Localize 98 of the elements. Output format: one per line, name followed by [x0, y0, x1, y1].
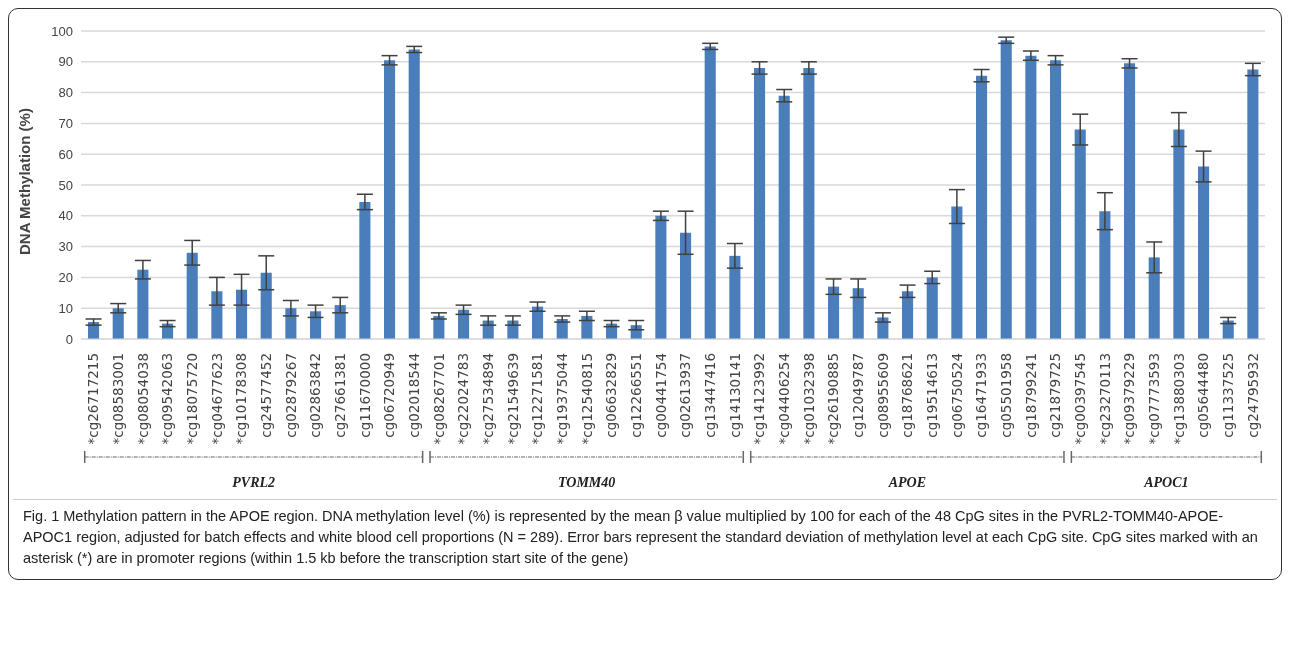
- bar: [1050, 60, 1062, 339]
- x-tick-label: *cg14123992: [751, 353, 768, 445]
- x-tick-label: *cg12540815: [578, 353, 595, 445]
- x-tick-label: cg05644480: [1195, 353, 1212, 438]
- text: APOC1: [1143, 475, 1189, 490]
- x-tick-label: *cg00397545: [1072, 353, 1088, 445]
- bar: [1025, 55, 1037, 339]
- bar: [260, 272, 272, 339]
- bar: [1198, 166, 1210, 339]
- bar: [458, 309, 470, 339]
- x-tick-label: *cg19375044: [554, 353, 570, 445]
- x-tick-label: cg00441754: [652, 353, 669, 438]
- x-tick-label: cg06750524: [948, 353, 965, 438]
- y-tick-label: 80: [58, 85, 73, 101]
- x-tick-label: *cg04677623: [208, 353, 225, 445]
- bar: [310, 311, 322, 339]
- x-tick-label: cg18799241: [1022, 353, 1039, 438]
- x-tick-label: *cg27534894: [480, 353, 496, 445]
- y-tick-label: 30: [58, 239, 73, 255]
- x-tick-label: cg11337525: [1220, 353, 1236, 438]
- x-tick-label: *cg09542063: [159, 353, 176, 445]
- bar: [680, 232, 692, 339]
- y-tick-label: 70: [58, 116, 73, 132]
- x-tick-label: cg14130141: [726, 353, 743, 438]
- bar: [1173, 129, 1185, 339]
- x-tick-label: *cg18075720: [184, 353, 200, 445]
- bar: [803, 67, 815, 339]
- x-tick-label: cg02018544: [406, 353, 422, 438]
- bar: [1247, 69, 1259, 339]
- text: APOE: [887, 475, 927, 490]
- y-tick-label: 0: [65, 331, 73, 347]
- bar: [1124, 63, 1136, 339]
- bar: [137, 269, 149, 339]
- y-tick-label: 100: [51, 23, 73, 39]
- y-axis-title: DNA Methylation (%): [16, 108, 34, 255]
- x-tick-label: *cg10178308: [233, 353, 250, 445]
- x-tick-label: cg06720949: [381, 353, 398, 438]
- x-tick-label: cg12049787: [850, 353, 866, 438]
- x-tick-label: *cg12271581: [529, 353, 546, 445]
- y-tick-label: 40: [58, 208, 73, 224]
- bar: [828, 286, 840, 339]
- caption: Fig. 1 Methylation pattern in the APOE region. DNA methylation level (%) is represented by the mean β value multiplied by 100 for each of the 48 CpG sites in the PVRL2-TOMM40-APOE-APOC1 region, adjusted for batch effects and white blood cell proportions (N = 289). Error bars represent the standard deviation of methylation level at each CpG site. CpG sites marked with an asterisk (*) are in promoter regions (within 1.5 kb before the transcription start site of the gene): [23, 507, 1259, 568]
- bar: [976, 75, 988, 339]
- x-tick-label: cg16471933: [973, 353, 990, 438]
- x-tick-label: cg18768621: [899, 353, 916, 438]
- x-tick-label: cg06632829: [603, 353, 620, 438]
- y-tick-label: 50: [58, 177, 73, 193]
- x-tick-label: cg02879267: [282, 353, 299, 438]
- text: PVRL2: [232, 475, 276, 490]
- bar: [754, 67, 766, 339]
- x-tick-label: *cg08583001: [110, 353, 126, 445]
- x-tick-label: *cg22024783: [455, 353, 472, 445]
- x-tick-label: cg12266551: [628, 353, 644, 438]
- y-tick-label: 10: [58, 300, 73, 316]
- x-tick-label: cg27661381: [332, 353, 348, 438]
- x-tick-label: cg13447416: [702, 353, 718, 438]
- x-tick-label: *cg26717215: [85, 353, 102, 445]
- x-tick-label: *cg09379229: [1121, 353, 1138, 445]
- bar: [1148, 257, 1160, 339]
- x-tick-label: cg24795932: [1244, 353, 1261, 438]
- x-tick-label: cg24577452: [258, 353, 274, 438]
- bar: [236, 289, 248, 339]
- bar: [1099, 211, 1111, 339]
- y-tick-label: 90: [58, 54, 73, 70]
- x-tick-label: *cg08267701: [430, 353, 447, 445]
- x-tick-label: *cg07773593: [1146, 353, 1162, 445]
- x-tick-label: cg11670000: [356, 353, 373, 438]
- x-tick-label: cg02613937: [677, 353, 694, 438]
- bar: [1074, 129, 1086, 339]
- bar: [186, 252, 198, 339]
- bar: [902, 291, 914, 339]
- x-tick-label: cg02863842: [307, 353, 324, 438]
- x-tick-label: cg05501958: [998, 353, 1014, 438]
- bar: [729, 255, 741, 339]
- x-tick-label: *cg21549639: [504, 353, 521, 445]
- x-tick-label: *cg13880303: [1170, 353, 1187, 445]
- bar: [1000, 40, 1012, 339]
- y-tick-label: 60: [58, 146, 73, 162]
- x-tick-label: cg21879725: [1047, 353, 1064, 438]
- x-tick-label: cg08955609: [874, 353, 891, 438]
- x-tick-label: *cg08054038: [134, 353, 151, 445]
- bar: [532, 306, 544, 339]
- bar: [926, 277, 938, 339]
- x-tick-label: cg19514613: [924, 353, 940, 438]
- x-tick-label: *cg04406254: [776, 353, 792, 445]
- bar: [384, 60, 396, 339]
- x-tick-label: *cg23270113: [1096, 353, 1113, 445]
- bar: [778, 95, 790, 339]
- bar: [704, 46, 716, 339]
- bar: [852, 288, 864, 339]
- bar: [408, 49, 420, 339]
- bar: [655, 215, 667, 339]
- x-tick-label: *cg01032398: [800, 353, 817, 445]
- bar: [359, 201, 371, 339]
- x-tick-label: *cg26190885: [825, 353, 842, 445]
- y-tick-label: 20: [58, 270, 73, 286]
- text: TOMM40: [558, 475, 616, 490]
- bar: [951, 206, 963, 339]
